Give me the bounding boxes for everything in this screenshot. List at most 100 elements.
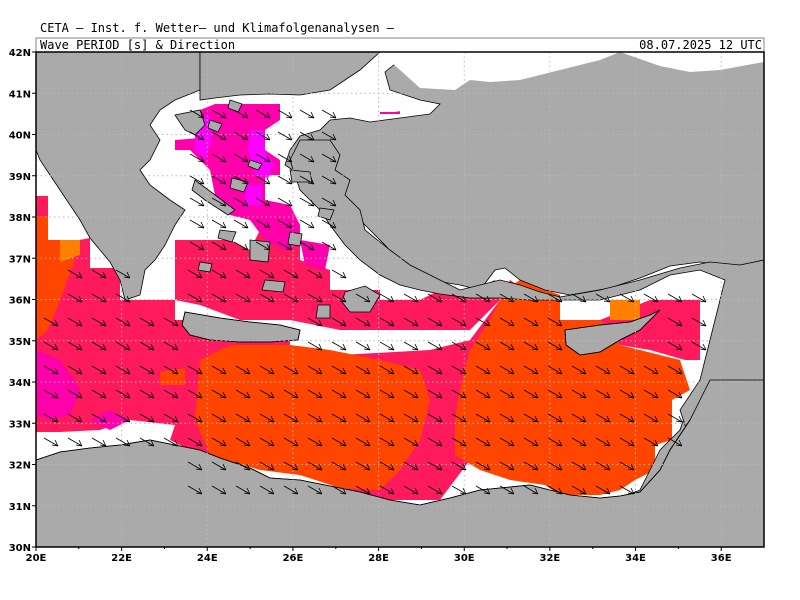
wave-direction-arrow (163, 389, 179, 399)
variable-title: Wave_PERIOD_[s]_&_Direction (40, 38, 236, 52)
lon-tick-label: 32E (540, 553, 561, 564)
wave-direction-arrow (91, 269, 107, 279)
wave-direction-arrow (43, 437, 59, 447)
wave-direction-arrow (91, 413, 107, 423)
wave-direction-arrow (277, 197, 293, 207)
lat-tick-label: 31N (9, 502, 31, 513)
wave-direction-arrow (187, 365, 203, 375)
wave-direction-arrow (451, 341, 467, 351)
wave-direction-arrow (475, 365, 491, 375)
wave-direction-arrow (211, 485, 227, 495)
wave-direction-arrow (499, 413, 515, 423)
wave-direction-arrow (331, 293, 347, 303)
wave-direction-arrow (255, 219, 271, 229)
wave-direction-arrow (667, 413, 683, 423)
wave-direction-arrow (379, 485, 395, 495)
wave-direction-arrow (595, 461, 611, 471)
wave-direction-arrow (595, 389, 611, 399)
wave-direction-arrow (403, 365, 419, 375)
wave-direction-arrow (115, 317, 131, 327)
wave-direction-arrow (235, 485, 251, 495)
wave-direction-arrow (547, 293, 563, 303)
wave-direction-arrow (43, 317, 59, 327)
wave-direction-arrow (427, 317, 443, 327)
wave-direction-arrow (277, 219, 293, 229)
wave-direction-arrow (187, 293, 203, 303)
wave-direction-arrow (691, 341, 707, 351)
wave-direction-arrow (427, 341, 443, 351)
wave-direction-arrow (283, 437, 299, 447)
wave-direction-arrow (211, 461, 227, 471)
wave-direction-arrow (189, 241, 205, 251)
lat-tick-label: 30N (9, 543, 31, 554)
wave-direction-arrow (619, 485, 635, 495)
lon-tick-label: 34E (625, 553, 646, 564)
lon-tick-label: 26E (283, 553, 304, 564)
wave-direction-arrow (211, 197, 227, 207)
wave-direction-arrow (235, 269, 251, 279)
wave-direction-arrow (547, 485, 563, 495)
wave-direction-arrow (499, 437, 515, 447)
wave-direction-arrow (667, 437, 683, 447)
wave-direction-arrow (331, 389, 347, 399)
wave-direction-arrow (211, 293, 227, 303)
wave-direction-arrow (379, 437, 395, 447)
wave-direction-arrow (451, 413, 467, 423)
wave-direction-arrow (259, 269, 275, 279)
wave-direction-arrow (115, 437, 131, 447)
lon-tick-label: 36E (711, 553, 732, 564)
wave-direction-arrow (331, 317, 347, 327)
wave-direction-arrow (283, 365, 299, 375)
wave-direction-arrow (379, 317, 395, 327)
wave-direction-arrow (403, 317, 419, 327)
wave-direction-arrow (355, 365, 371, 375)
wave-direction-arrow (255, 175, 271, 185)
wave-direction-arrow (211, 219, 227, 229)
wave-direction-arrow (187, 485, 203, 495)
wave-direction-arrow (595, 413, 611, 423)
lat-tick-label: 34N (9, 378, 31, 389)
wave-direction-arrow (211, 389, 227, 399)
wave-direction-arrow (299, 131, 315, 141)
wave-direction-arrow (91, 365, 107, 375)
wave-direction-arrow (321, 109, 337, 119)
wave-direction-arrow (379, 389, 395, 399)
lat-tick-label: 42N (9, 48, 31, 59)
wave-direction-arrow (427, 461, 443, 471)
wave-direction-arrow (571, 437, 587, 447)
wave-direction-arrow (115, 293, 131, 303)
wave-direction-arrow (233, 175, 249, 185)
wave-direction-arrow (355, 341, 371, 351)
wave-direction-arrow (499, 365, 515, 375)
wave-direction-arrow (475, 341, 491, 351)
wave-direction-arrow (475, 389, 491, 399)
wave-direction-arrow (277, 153, 293, 163)
wave-direction-arrow (403, 461, 419, 471)
wave-direction-arrow (187, 269, 203, 279)
wave-direction-arrow (451, 365, 467, 375)
wave-direction-arrow (115, 389, 131, 399)
wave-direction-arrow (307, 317, 323, 327)
wave-direction-arrow (475, 485, 491, 495)
valid-time: 08.07.2025 12 UTC (639, 38, 762, 52)
wave-direction-arrow (115, 413, 131, 423)
wave-direction-arrow (619, 461, 635, 471)
wave-direction-arrow (619, 413, 635, 423)
wave-direction-arrow (643, 365, 659, 375)
wave-direction-arrow (211, 153, 227, 163)
wave-direction-arrow (403, 341, 419, 351)
wave-direction-arrow (235, 437, 251, 447)
wave-direction-arrow (299, 219, 315, 229)
wave-direction-arrow (307, 485, 323, 495)
lat-tick-label: 36N (9, 296, 31, 307)
wave-direction-arrow (523, 365, 539, 375)
wave-direction-arrow (299, 197, 315, 207)
wave-direction-arrow (233, 219, 249, 229)
wave-direction-arrow (321, 241, 337, 251)
wave-direction-arrow (91, 341, 107, 351)
wave-direction-arrow (255, 241, 271, 251)
wave-direction-arrow (523, 437, 539, 447)
wave-direction-arrow (595, 437, 611, 447)
wave-direction-arrow (163, 317, 179, 327)
lat-tick-label: 37N (9, 254, 31, 265)
